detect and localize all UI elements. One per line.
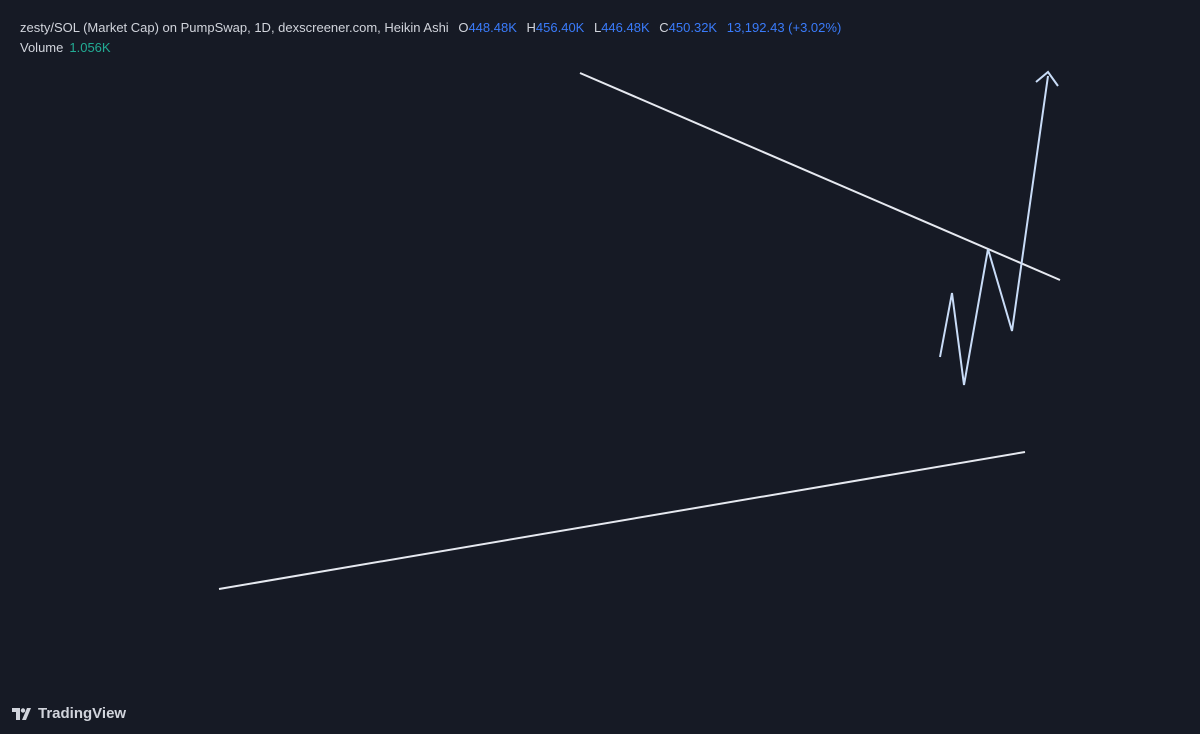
brand-logo <box>12 707 31 720</box>
legend-header: zesty/SOL (Market Cap) on PumpSwap, 1D, … <box>20 20 841 35</box>
open-value: 448.48K <box>468 20 517 35</box>
low-label: L <box>593 20 602 35</box>
volume-legend: Volume 1.056K <box>20 40 111 55</box>
high-label: H <box>526 20 536 35</box>
support-line <box>218 451 1026 590</box>
symbol-title: zesty/SOL (Market Cap) on PumpSwap, 1D, … <box>20 20 449 35</box>
open-label: O <box>458 20 469 35</box>
resistance-line <box>579 72 1061 281</box>
low-value: 446.48K <box>601 20 650 35</box>
high-value: 456.40K <box>535 20 585 35</box>
close-value: 450.32K <box>668 20 718 35</box>
projection-path <box>939 75 1049 386</box>
brand-name: TradingView <box>38 705 127 722</box>
change-value: 13,192.43 (+3.02%) <box>726 20 842 35</box>
volume-value: 1.056K <box>69 40 111 55</box>
projection-arrowhead <box>1035 70 1059 87</box>
drawings <box>218 70 1061 590</box>
close-label: C <box>659 20 669 35</box>
volume-label: Volume <box>20 40 64 55</box>
brand: TradingView <box>12 705 126 722</box>
